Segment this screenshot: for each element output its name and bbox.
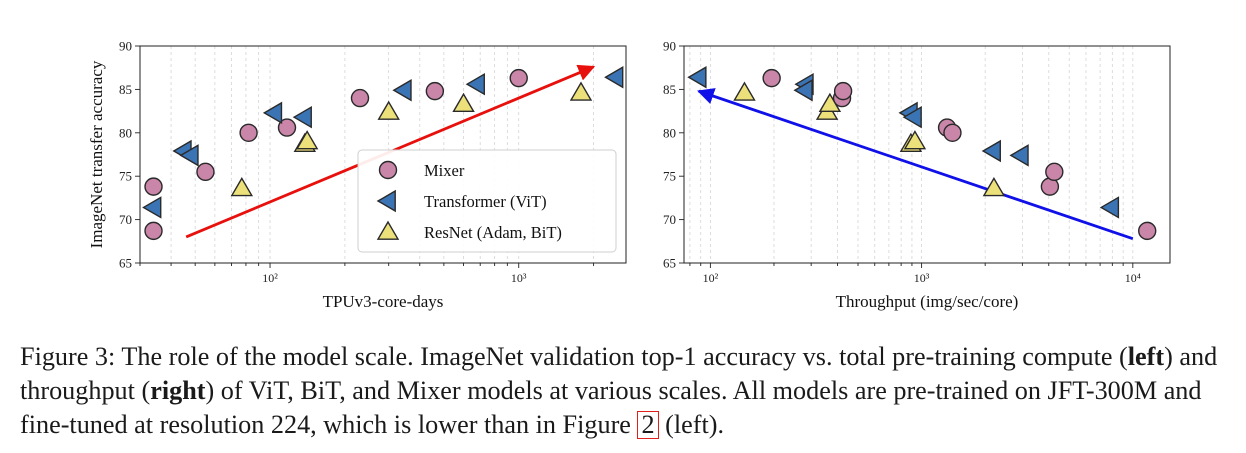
caption-bold-right: right <box>150 376 206 405</box>
y-tick-label: 80 <box>663 125 676 140</box>
data-point-mixer <box>425 81 445 101</box>
data-point-transformer-vit <box>142 196 162 219</box>
series-transformer-vit <box>687 66 1120 219</box>
data-point-mixer <box>350 88 370 108</box>
x-tick-label: 10³ <box>914 271 930 285</box>
data-point-transformer-vit <box>262 101 283 125</box>
legend-label-transformer-vit: Transformer (ViT) <box>424 192 547 211</box>
legend-marker-mixer <box>378 160 398 180</box>
data-point-mixer <box>239 123 258 143</box>
data-point-resnet-adam-bit <box>452 92 475 113</box>
y-tick-label: 75 <box>119 169 132 184</box>
legend-label-resnet-adam-bit: ResNet (Adam, BiT) <box>424 223 562 242</box>
data-point-mixer <box>1045 162 1064 182</box>
data-point-mixer <box>943 123 962 143</box>
data-point-mixer <box>1138 221 1157 241</box>
plot-frame <box>683 45 1171 264</box>
y-tick-label: 85 <box>119 82 132 97</box>
x-tick-label: 10² <box>703 271 719 285</box>
data-point-resnet-adam-bit <box>818 92 842 113</box>
caption-text-1: The role of the model scale. ImageNet va… <box>121 342 1128 371</box>
figure-caption: Figure 3: The role of the model scale. I… <box>20 340 1236 442</box>
data-point-transformer-vit <box>1009 144 1029 167</box>
data-point-resnet-adam-bit <box>569 81 593 101</box>
data-point-transformer-vit <box>292 105 312 129</box>
series-mixer <box>144 68 528 241</box>
data-point-mixer <box>144 221 163 241</box>
data-point-transformer-vit <box>1099 196 1120 219</box>
data-point-transformer-vit <box>179 144 199 167</box>
y-tick-label: 85 <box>663 82 676 97</box>
data-point-resnet-adam-bit <box>295 130 319 150</box>
data-point-mixer <box>277 118 297 137</box>
legend: Mixer Transformer (ViT) ResNet (Adam, BiT) <box>357 149 617 253</box>
x-tick-label: 10³ <box>511 271 527 285</box>
data-point-transformer-vit <box>981 139 1001 163</box>
data-point-mixer <box>833 81 853 101</box>
data-point-transformer-vit <box>604 66 624 89</box>
data-point-resnet-adam-bit <box>903 130 927 150</box>
y-tick-label: 70 <box>663 212 676 227</box>
x-tick-label: 10⁴ <box>1125 271 1141 285</box>
series-transformer-vit <box>142 66 624 219</box>
figure-reference-link[interactable]: 2 <box>637 411 659 439</box>
caption-label: Figure 3: <box>20 342 116 371</box>
data-point-resnet-adam-bit <box>230 176 254 197</box>
right-plot-panel: 65 70 75 80 85 90 10² 10³ 10⁴ Throughput (img/sec… <box>663 39 1171 311</box>
y-tick-label: 70 <box>119 212 132 227</box>
x-axis-label: TPUv3-core-days <box>323 292 444 311</box>
legend-marker-resnet-adam-bit <box>376 220 400 240</box>
caption-text-3: ) of ViT, BiT, and Mixer models at vario… <box>20 376 1202 439</box>
y-axis-label: ImageNet transfer accuracy <box>87 60 106 248</box>
data-point-transformer-vit <box>392 79 412 102</box>
data-point-transformer-vit <box>793 79 813 102</box>
data-point-mixer <box>196 162 215 182</box>
caption-text-2: ) and throughput ( <box>20 342 1218 405</box>
x-tick-label: 10² <box>262 271 278 285</box>
data-point-transformer-vit <box>687 66 707 89</box>
y-tick-label: 65 <box>119 256 132 271</box>
series-resnet-adam-bit <box>230 81 593 197</box>
data-point-resnet-adam-bit <box>982 176 1006 197</box>
series-mixer <box>762 68 1157 241</box>
data-point-mixer <box>762 68 781 88</box>
plot-frame <box>139 45 627 264</box>
blue-trend-arrow <box>697 88 1134 241</box>
series-resnet-adam-bit <box>733 81 1006 197</box>
legend-box <box>357 149 617 253</box>
x-axis-label: Throughput (img/sec/core) <box>836 292 1019 311</box>
caption-text-4: (left). <box>658 410 724 439</box>
data-point-mixer <box>144 177 163 196</box>
data-point-transformer-vit <box>465 72 485 96</box>
legend-marker-transformer-vit <box>376 189 396 213</box>
data-point-transformer-vit <box>902 105 922 129</box>
y-tick-label: 90 <box>663 39 676 54</box>
y-tick-label: 80 <box>119 125 132 140</box>
data-point-resnet-adam-bit <box>733 81 756 101</box>
legend-label-mixer: Mixer <box>424 161 465 180</box>
y-tick-label: 75 <box>663 169 676 184</box>
data-point-mixer <box>509 68 528 88</box>
y-tick-label: 90 <box>119 39 132 54</box>
y-tick-label: 65 <box>663 256 676 271</box>
data-point-resnet-adam-bit <box>377 100 400 120</box>
caption-bold-left: left <box>1127 342 1165 371</box>
